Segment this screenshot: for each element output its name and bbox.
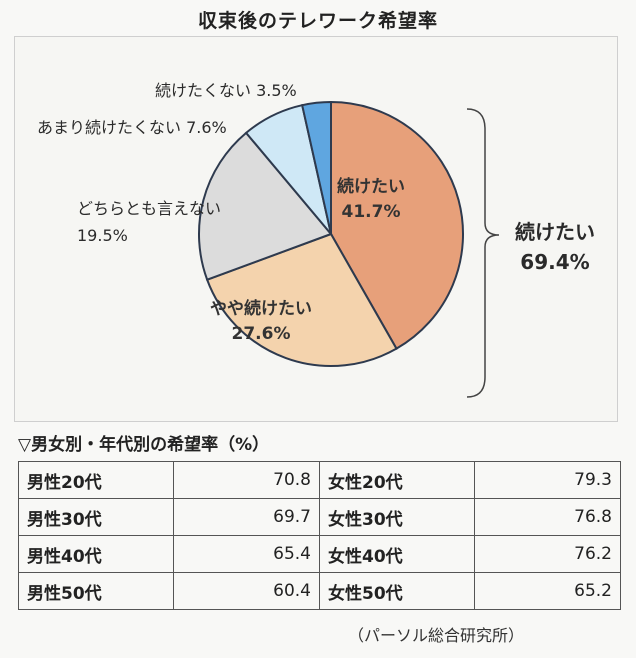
female-value-cell: 65.2: [474, 572, 621, 610]
male-value-cell: 69.7: [173, 498, 320, 536]
female-label-cell: 女性30代: [318, 498, 476, 536]
pie-slice-not: [300, 100, 332, 235]
female-label-cell: 女性50代: [318, 572, 476, 610]
male-label-cell: 男性50代: [17, 572, 175, 610]
slice-label-continue-not: 続けたくない 3.5%: [155, 81, 297, 100]
slice-label-rather-not: あまり続けたくない 7.6%: [37, 118, 227, 137]
table-row: 男性40代 65.4 女性40代 76.2: [17, 535, 621, 573]
pie-chart: [197, 100, 500, 398]
male-label-cell: 男性30代: [17, 498, 175, 536]
rates-table: 男性20代 70.8 女性20代 79.3 男性30代 69.7 女性30代 76.8 男性40…: [17, 461, 621, 610]
pie-slice-somewhat-continue: [205, 232, 398, 367]
table-heading: ▽男女別・年代別の希望率（%）: [18, 435, 270, 455]
slice-label-continue: 続けたい 41.7%: [337, 177, 405, 222]
male-label-cell: 男性20代: [17, 461, 175, 499]
table-row: 男性30代 69.7 女性30代 76.8: [17, 498, 621, 536]
female-label-cell: 女性40代: [318, 535, 476, 573]
male-value-cell: 70.8: [173, 461, 320, 499]
slice-label-neutral: どちらとも言えない 19.5%: [77, 199, 222, 246]
female-value-cell: 79.3: [474, 461, 621, 499]
bracket-total-label: 続けたい 69.4%: [515, 220, 595, 274]
pie-slice-neutral: [197, 131, 333, 282]
source-credit: （パーソル総合研究所）: [347, 626, 524, 645]
table-row: 男性50代 60.4 女性50代 65.2: [17, 572, 621, 610]
male-value-cell: 60.4: [173, 572, 320, 610]
chart-title: 収束後のテレワーク希望率: [197, 10, 438, 32]
male-value-cell: 65.4: [173, 535, 320, 573]
female-label-cell: 女性20代: [318, 461, 476, 499]
slice-label-somewhat-continue: やや続けたい 27.6%: [210, 299, 312, 344]
male-label-cell: 男性40代: [17, 535, 175, 573]
bracket-brace: [466, 108, 500, 398]
pie-chart-panel: 続けたくない 3.5% あまり続けたくない 7.6% どちらとも言えない 19.…: [14, 36, 618, 422]
pie-slice-continue: [330, 100, 464, 350]
female-value-cell: 76.2: [474, 535, 621, 573]
table-row: 男性20代 70.8 女性20代 79.3: [17, 461, 621, 499]
female-value-cell: 76.8: [474, 498, 621, 536]
